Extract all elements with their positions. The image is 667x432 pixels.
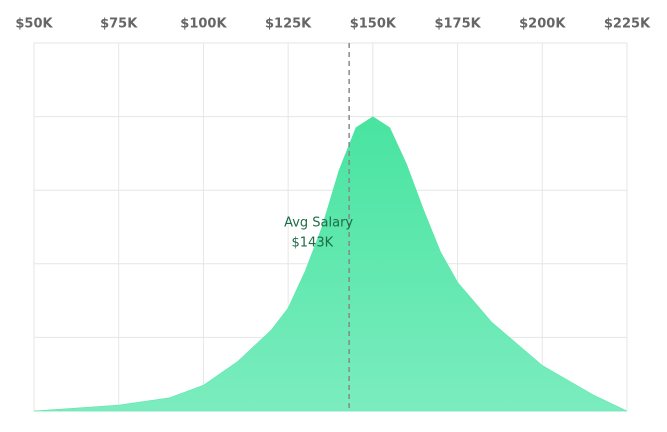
x-tick-label: $100K — [180, 17, 227, 32]
x-tick-label: $150K — [350, 17, 397, 32]
annotation-title: Avg Salary — [284, 216, 353, 231]
x-tick-label: $225K — [604, 17, 651, 32]
x-tick-label: $200K — [519, 17, 566, 32]
annotation-value: $143K — [292, 236, 334, 251]
x-tick-label: $75K — [100, 17, 138, 32]
x-tick-label: $125K — [265, 17, 312, 32]
x-tick-label: $175K — [434, 17, 481, 32]
area — [33, 116, 628, 412]
x-tick-label: $50K — [15, 17, 53, 32]
